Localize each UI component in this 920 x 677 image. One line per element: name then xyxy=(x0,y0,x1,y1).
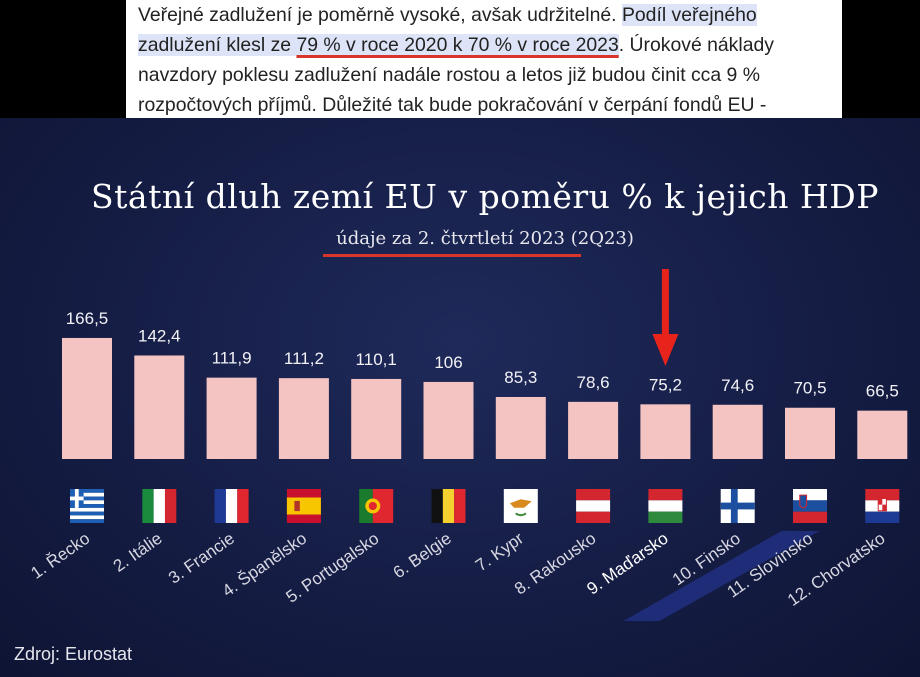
bar-4 xyxy=(278,378,329,459)
bar-12 xyxy=(857,410,908,459)
value-label-4: 111,2 xyxy=(284,349,324,368)
value-label-12: 66,5 xyxy=(866,382,899,401)
value-label-2: 142,4 xyxy=(138,326,181,345)
bar-1 xyxy=(62,337,112,459)
value-label-6: 106 xyxy=(434,353,462,372)
finland-flag-icon xyxy=(720,489,755,523)
bar-5 xyxy=(351,378,402,459)
category-label-1: 1. Řecko xyxy=(27,529,93,583)
slovenia-flag-icon xyxy=(793,489,827,523)
source-label: Zdroj: Eurostat xyxy=(14,644,133,664)
bar-3 xyxy=(206,377,257,459)
red-arrow-shaft xyxy=(661,269,669,337)
underlined-text: 79 % v roce 2020 k 70 % v roce 2023 xyxy=(296,34,619,56)
bar-2 xyxy=(134,355,185,459)
value-label-9: 75,2 xyxy=(649,375,682,394)
bar-8 xyxy=(568,401,619,459)
bar-7 xyxy=(495,396,546,459)
hungary-flag-icon xyxy=(648,489,683,523)
value-label-7: 85,3 xyxy=(504,368,537,387)
highlight-part: Podíl veřejného zadlužení klesl ze xyxy=(138,4,757,56)
red-arrow-icon xyxy=(652,334,679,366)
value-label-8: 78,6 xyxy=(577,373,610,392)
value-label-10: 74,6 xyxy=(721,376,754,395)
value-label-1: 166,5 xyxy=(66,309,109,328)
croatia-flag-icon xyxy=(865,489,900,523)
category-label-7: 7. Kypr xyxy=(472,529,527,576)
subtitle-underline xyxy=(323,254,581,257)
belgium-flag-icon xyxy=(431,489,466,523)
portugal-flag-icon xyxy=(359,489,394,523)
category-label-9: 9. Maďarsko xyxy=(583,529,671,599)
chart-subtitle: údaje za 2. čtvrtletí 2023 (2Q23) xyxy=(336,228,634,249)
value-label-3: 111,9 xyxy=(212,349,252,368)
bar-11 xyxy=(785,407,835,459)
greece-flag-icon xyxy=(70,489,104,523)
cyprus-flag-icon xyxy=(503,489,538,523)
chart-title: Státní dluh zemí EU v poměru % k jejich … xyxy=(91,177,879,216)
bar-10 xyxy=(712,404,763,459)
france-flag-icon xyxy=(214,489,249,523)
article-paragraph: Veřejné zadlužení je poměrně vysoké, avš… xyxy=(126,0,842,152)
value-label-11: 70,5 xyxy=(793,379,826,398)
highlight-label-band xyxy=(623,531,820,621)
bar-6 xyxy=(423,381,474,459)
article-sentence: Veřejné zadlužení je poměrně vysoké, avš… xyxy=(138,4,622,26)
value-label-5: 110,1 xyxy=(356,350,397,369)
spain-flag-icon xyxy=(286,489,321,523)
italy-flag-icon xyxy=(142,489,177,523)
category-label-6: 6. Belgie xyxy=(390,529,455,583)
bar-9 xyxy=(640,404,691,459)
category-label-2: 2. Itálie xyxy=(110,529,166,576)
austria-flag-icon xyxy=(576,489,611,523)
period: . xyxy=(618,34,625,56)
